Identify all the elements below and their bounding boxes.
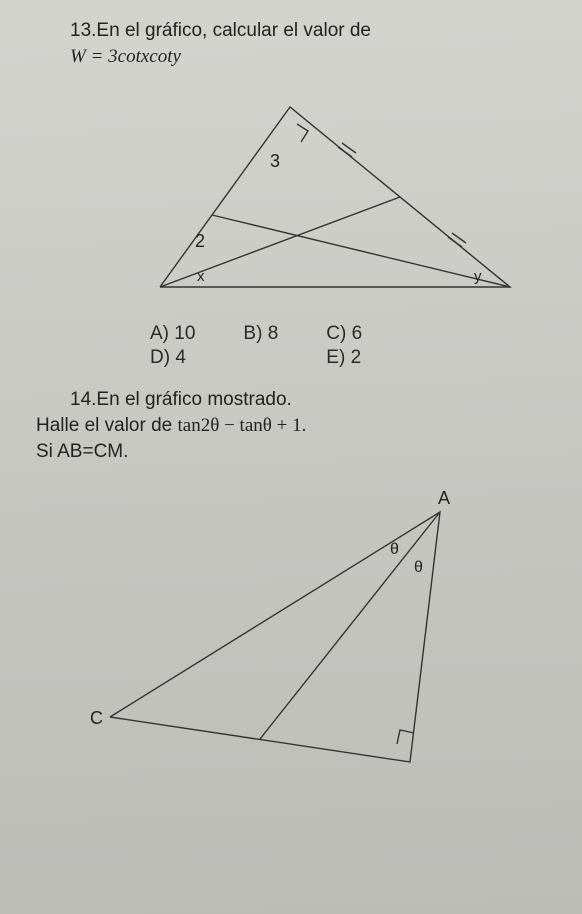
q14-line3: Si AB=CM. xyxy=(36,441,128,462)
option-a: A) 10 xyxy=(150,323,195,345)
label-3: 3 xyxy=(270,151,280,171)
label-x: x xyxy=(197,268,205,285)
q13-number: 13. xyxy=(70,20,96,41)
worksheet-page: 13.En el gráfico, calcular el valor de W… xyxy=(0,0,582,914)
q14-prompt: 14.En el gráfico mostrado. Halle el valo… xyxy=(36,387,552,464)
option-b: B) 8 xyxy=(243,323,278,345)
options-col-2: B) 8 xyxy=(243,323,278,369)
label-theta2: θ xyxy=(414,559,423,576)
q14-block: 14.En el gráfico mostrado. Halle el valo… xyxy=(70,387,552,792)
q14-line2: Halle el valor de tan2θ − tanθ + 1. xyxy=(36,415,306,436)
q13-diagram: 3 2 x y xyxy=(90,77,550,317)
label-theta1: θ xyxy=(390,541,399,558)
label-C: C xyxy=(90,708,103,728)
option-d: D) 4 xyxy=(150,347,195,369)
options-col-1: A) 10 D) 4 xyxy=(150,323,195,369)
q13-options: A) 10 D) 4 B) 8 C) 6 E) 2 xyxy=(70,323,552,369)
option-e: E) 2 xyxy=(326,347,362,369)
option-c: C) 6 xyxy=(326,323,362,345)
q13-expression: W = 3cotxcoty xyxy=(70,46,181,67)
label-2: 2 xyxy=(195,231,205,251)
q14-diagram: A C θ θ xyxy=(70,472,510,792)
q13-prompt: 13.En el gráfico, calcular el valor de W… xyxy=(70,18,552,69)
q13-line1: En el gráfico, calcular el valor de xyxy=(96,20,371,41)
label-A: A xyxy=(438,488,450,508)
label-y: y xyxy=(474,268,482,285)
options-col-3: C) 6 E) 2 xyxy=(326,323,362,369)
q14-number-line: 14.En el gráfico mostrado. xyxy=(36,389,292,410)
